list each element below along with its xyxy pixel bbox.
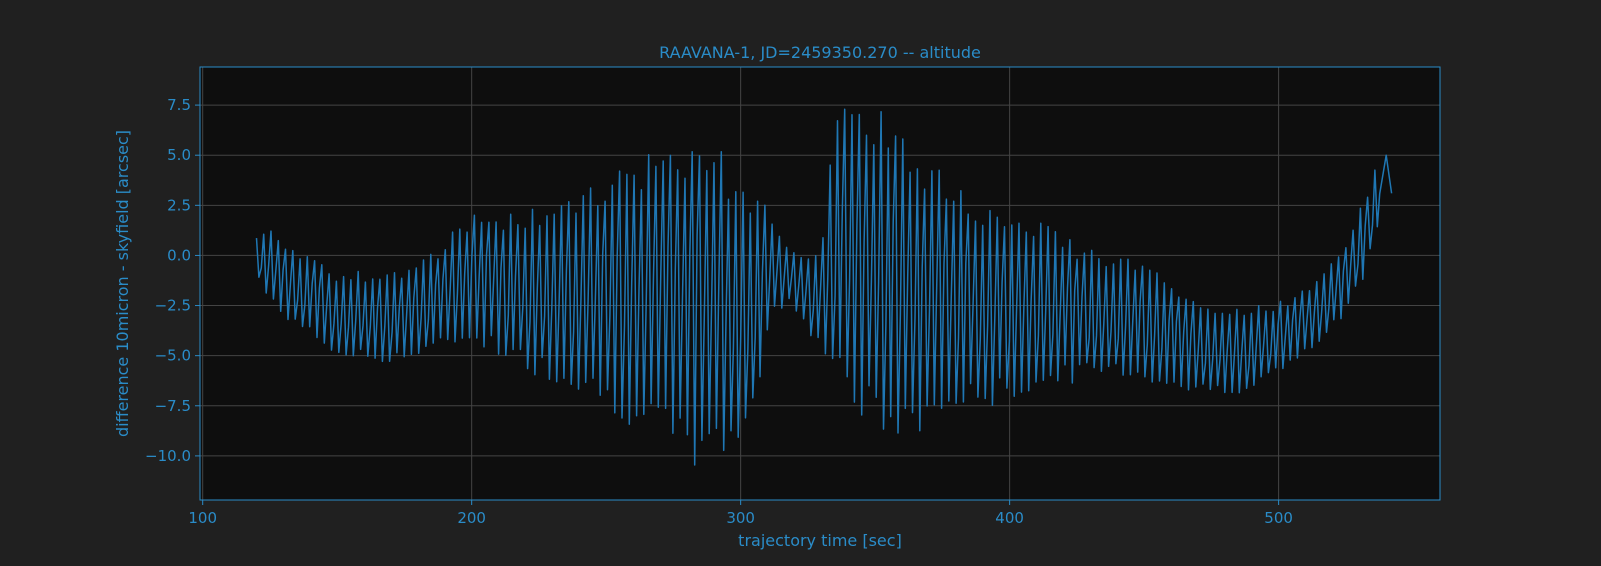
y-tick-label: 0.0 <box>167 246 191 264</box>
grid-layer <box>200 67 1440 500</box>
y-tick-label: −5.0 <box>155 347 191 365</box>
y-tick-label: 7.5 <box>167 96 191 114</box>
plot-frame <box>199 66 1441 501</box>
x-tick-label: 400 <box>995 509 1024 527</box>
y-tick-label: −2.5 <box>155 297 191 315</box>
y-tick-label: 5.0 <box>167 146 191 164</box>
x-tick-label: 500 <box>1264 509 1293 527</box>
series-layer <box>255 108 1393 466</box>
chart-title: RAAVANA-1, JD=2459350.270 -- altitude <box>659 43 981 62</box>
y-tick-label: −10.0 <box>145 447 191 465</box>
x-tick-label: 200 <box>457 509 486 527</box>
x-axis-ticks: 100 200 300 400 500 <box>188 500 1293 527</box>
x-axis-label: trajectory time [sec] <box>738 531 902 550</box>
y-axis-ticks: 7.5 5.0 2.5 0.0 −2.5 −5.0 −7.5 −10.0 <box>145 96 200 465</box>
y-tick-label: −7.5 <box>155 397 191 415</box>
y-axis-label: difference 10micron - skyfield [arcsec] <box>113 130 132 437</box>
x-tick-label: 100 <box>188 509 217 527</box>
plot-background <box>200 67 1440 500</box>
y-tick-label: 2.5 <box>167 196 191 214</box>
series-line <box>255 108 1393 466</box>
x-tick-label: 300 <box>726 509 755 527</box>
